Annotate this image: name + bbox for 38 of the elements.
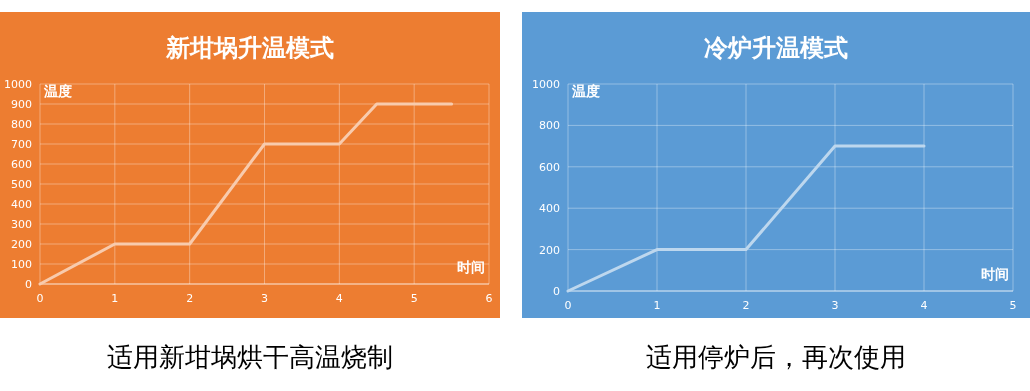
y-tick-label: 400 <box>11 198 32 211</box>
y-tick-label: 300 <box>11 218 32 231</box>
x-tick-label: 5 <box>410 292 418 305</box>
x-tick-label: 0 <box>36 292 44 305</box>
x-tick-label: 1 <box>111 292 119 305</box>
text: 适用新坩埚烘干高温烧制 <box>107 342 393 372</box>
x-tick-label: 4 <box>920 299 928 312</box>
x-tick-label: 2 <box>186 292 194 305</box>
y-tick-label: 500 <box>11 178 32 191</box>
y-tick-label: 800 <box>11 118 32 131</box>
y-tick-label: 400 <box>539 202 560 216</box>
y-tick-label: 700 <box>11 138 32 151</box>
chart-title: 冷炉升温模式 <box>704 34 848 62</box>
y-tick-label: 200 <box>11 238 32 251</box>
text: 适用停炉后，再次使用 <box>646 342 906 372</box>
x-tick-label: 4 <box>335 292 343 305</box>
y-tick-label: 600 <box>539 160 560 174</box>
y-tick-label: 800 <box>539 119 560 133</box>
x-tick-label: 6 <box>485 292 493 305</box>
y-tick-label: 200 <box>539 243 560 257</box>
line-series <box>38 102 454 286</box>
y-axis-title: 温度 <box>43 83 72 99</box>
x-tick-label: 3 <box>261 292 268 305</box>
x-tick-label: 3 <box>831 299 839 312</box>
x-tick-label: 2 <box>742 299 750 312</box>
x-tick-label: 1 <box>653 299 661 312</box>
y-tick-label: 100 <box>11 258 32 271</box>
x-axis-title: 时间 <box>981 266 1009 282</box>
y-axis-title: 温度 <box>571 83 600 99</box>
x-tick-label: 5 <box>1009 299 1017 312</box>
y-tick-label: 600 <box>11 158 32 171</box>
y-tick-label: 900 <box>11 98 32 111</box>
y-tick-label: 0 <box>25 278 32 291</box>
x-axis-title: 时间 <box>457 259 485 275</box>
x-tick-label: 0 <box>564 299 572 312</box>
chart-title: 新坩埚升温模式 <box>165 34 334 62</box>
y-tick-label: 1000 <box>4 78 32 91</box>
y-tick-label: 1000 <box>532 78 560 91</box>
